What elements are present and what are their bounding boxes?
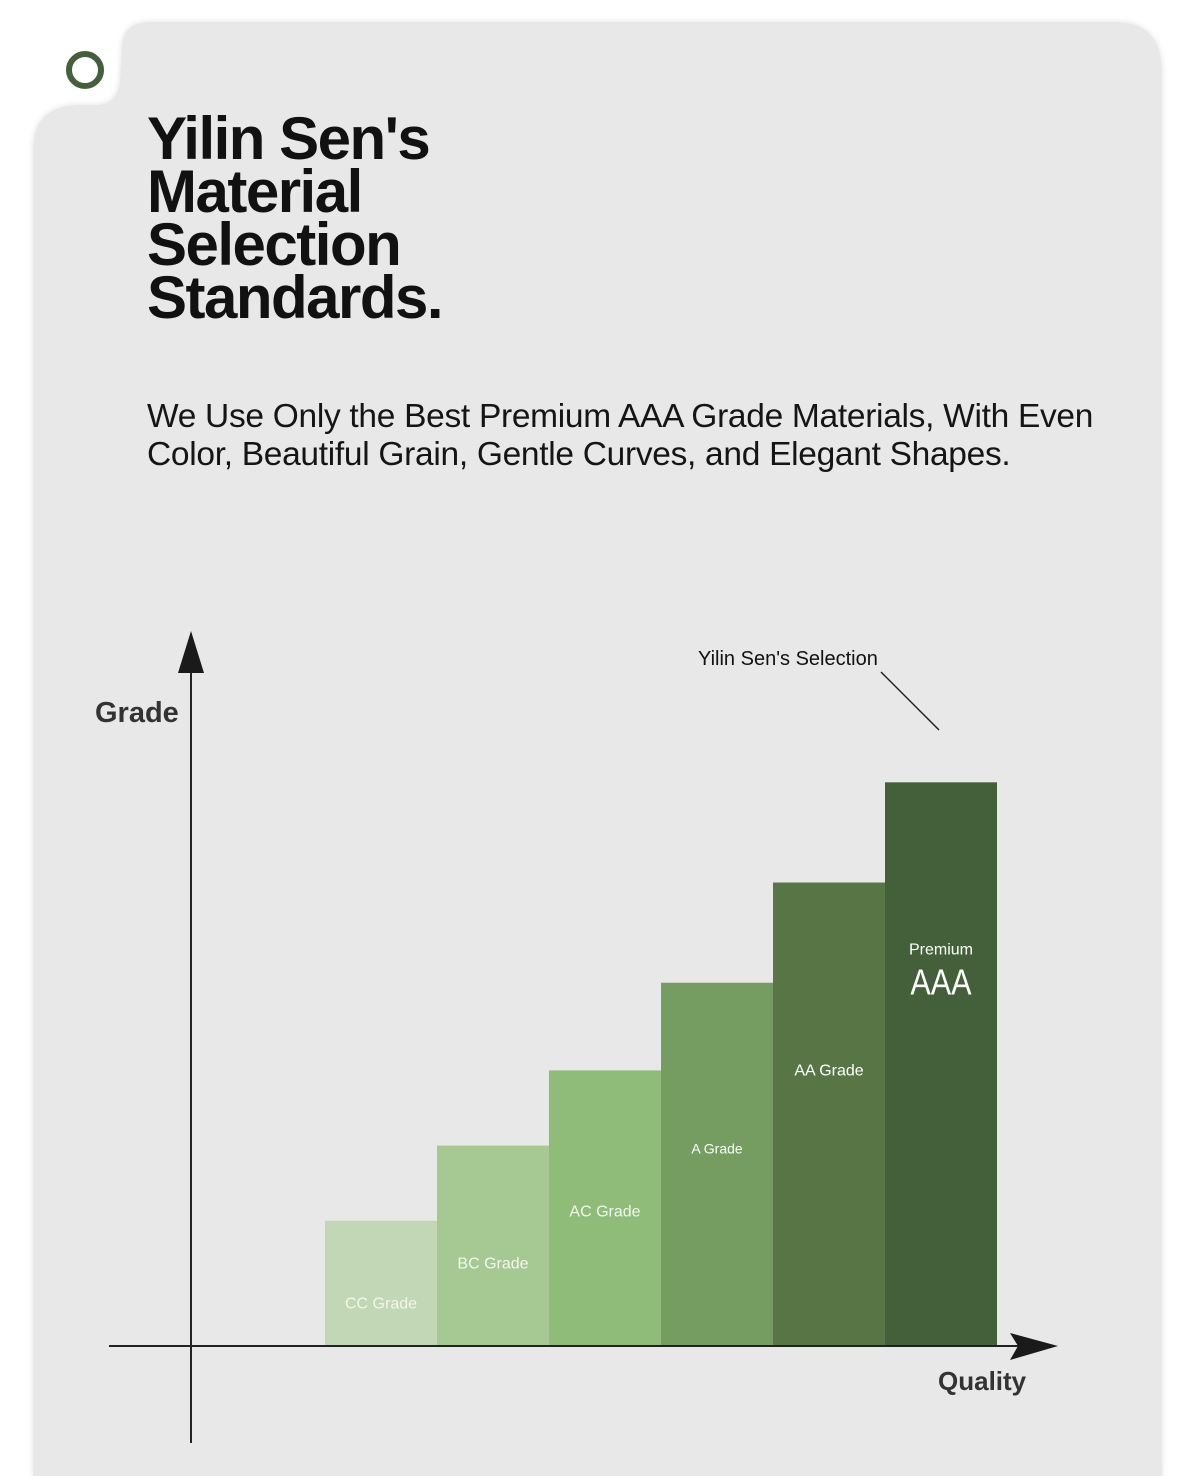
bar-bc-grade	[437, 1145, 549, 1346]
bar-label: Premium	[909, 941, 973, 958]
subtitle-line: We Use Only the Best Premium AAA Grade M…	[147, 398, 1094, 435]
y-axis-arrow-icon	[178, 631, 204, 673]
bar-label: AA Grade	[794, 1063, 863, 1080]
bar-a-grade	[661, 982, 773, 1346]
bar-label: BC Grade	[457, 1256, 528, 1273]
bar-label: CC Grade	[345, 1296, 417, 1313]
callout-label: Yilin Sen's Selection	[698, 648, 878, 670]
x-axis-label: Quality	[938, 1366, 1027, 1396]
bar-label: AC Grade	[569, 1203, 640, 1220]
bar-premium-aaa	[885, 782, 997, 1346]
bar-cc-grade	[325, 1220, 437, 1346]
title-line: Yilin Sen's	[147, 105, 431, 172]
ring-icon	[66, 51, 104, 89]
x-axis-arrow-icon	[1010, 1333, 1058, 1360]
page-subtitle: We Use Only the Best Premium AAA Grade M…	[147, 398, 1157, 474]
bar-label: A Grade	[691, 1141, 743, 1157]
page-title: Yilin Sen's Material Selection Standards…	[147, 109, 567, 328]
title-line: Material	[147, 158, 363, 225]
axes-layer: Grade Quality	[95, 631, 1058, 1443]
title-line: Selection	[147, 211, 402, 278]
bars-layer: CC Grade BC Grade AC Grade A Grade AA Grade P…	[325, 782, 997, 1346]
bar-aa-grade	[773, 882, 885, 1346]
title-line: Standards.	[147, 264, 444, 331]
bar-ac-grade	[549, 1070, 661, 1346]
callout-layer: Yilin Sen's Selection	[698, 648, 940, 731]
y-axis-label: Grade	[95, 697, 179, 729]
callout-leader-line	[880, 671, 940, 731]
bar-label-big: AAA	[910, 963, 972, 1003]
subtitle-line: Color, Beautiful Grain, Gentle Curves, a…	[147, 436, 1011, 473]
